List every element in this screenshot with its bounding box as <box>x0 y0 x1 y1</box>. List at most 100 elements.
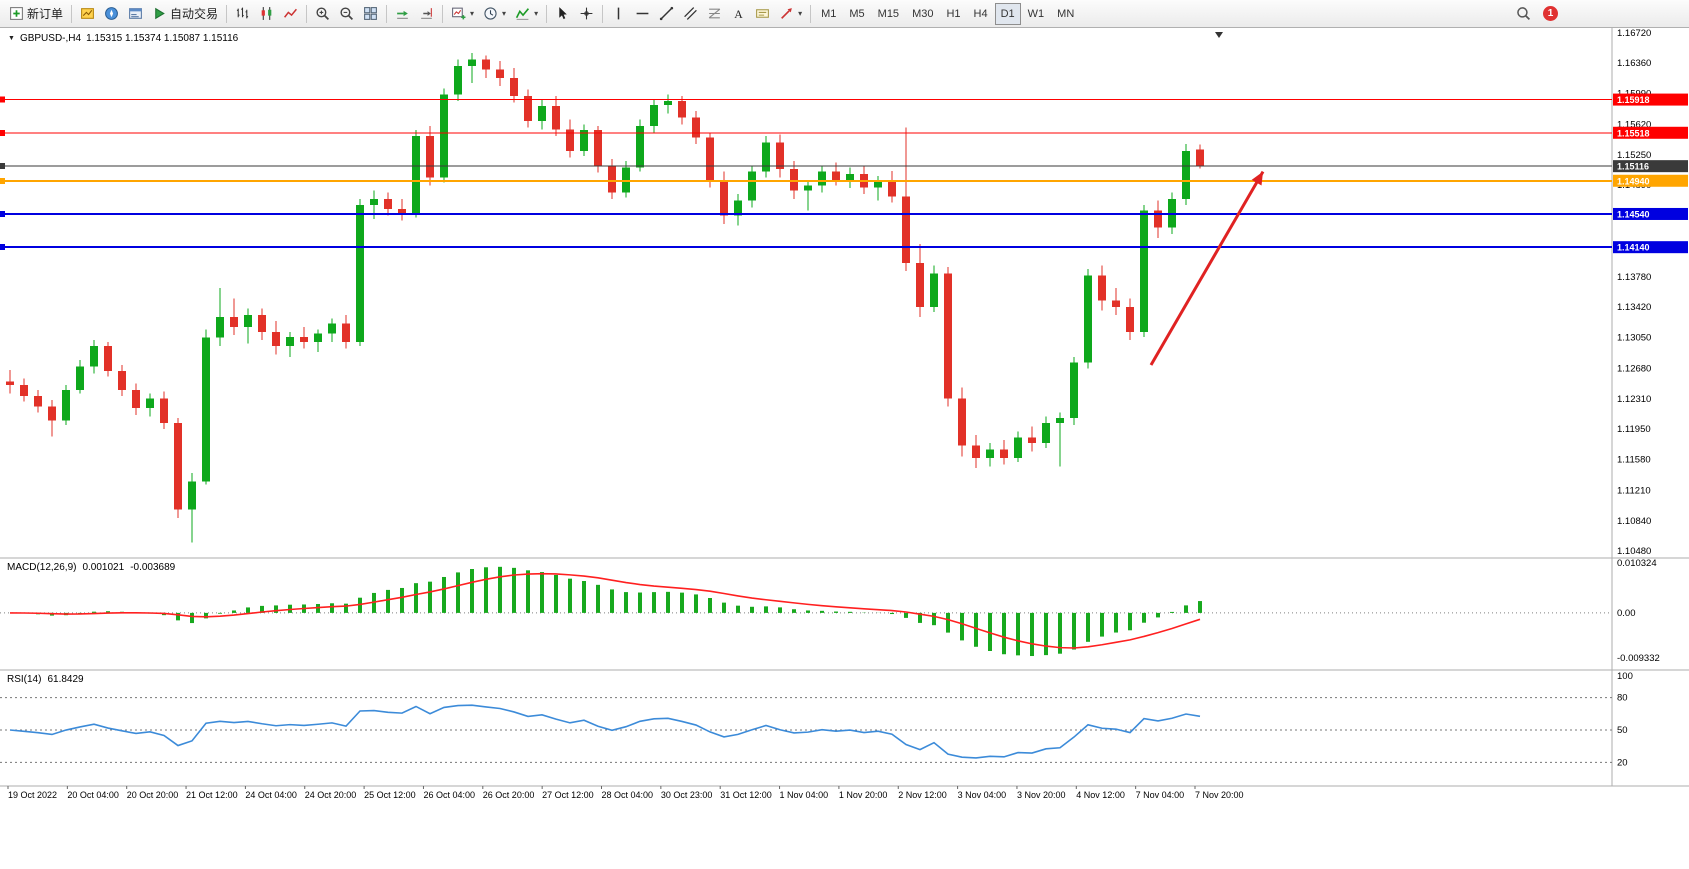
auto-scroll-button[interactable] <box>391 3 414 25</box>
horizontal-line-tool-button[interactable] <box>631 3 654 25</box>
tf-w1-label: W1 <box>1027 7 1045 20</box>
chart-canvas[interactable]: 1.167201.163601.159901.156201.152501.148… <box>0 28 1689 869</box>
line-chart-button[interactable] <box>279 3 302 25</box>
toolbar-group: 自动交易 <box>76 3 222 25</box>
indicators-list-button[interactable]: ▾ <box>511 3 542 25</box>
arrow-objects-icon <box>779 6 794 21</box>
svg-text:1 Nov 20:00: 1 Nov 20:00 <box>839 790 888 800</box>
panel-separators <box>0 28 1689 787</box>
terminal-button[interactable] <box>124 3 147 25</box>
notification-badge[interactable]: 1 <box>1543 6 1558 21</box>
svg-text:24 Oct 04:00: 24 Oct 04:00 <box>245 790 297 800</box>
equidistant-channel-tool-button[interactable] <box>679 3 702 25</box>
tf-h4-button[interactable]: H4 <box>968 3 994 25</box>
chevron-down-icon: ▾ <box>798 8 803 18</box>
time-axis: 19 Oct 2022 20 Oct 04:00 20 Oct 20:00 21 Oc… <box>7 786 1244 800</box>
svg-text:7 Nov 04:00: 7 Nov 04:00 <box>1136 790 1185 800</box>
svg-text:50: 50 <box>1617 725 1628 736</box>
toolbar-group <box>551 3 598 25</box>
trend-arrow-object[interactable] <box>1149 170 1265 366</box>
toolbar-separator <box>71 4 73 23</box>
svg-text:1.11580: 1.11580 <box>1617 455 1651 466</box>
search-button[interactable] <box>1513 4 1533 24</box>
svg-text:1.11210: 1.11210 <box>1617 485 1651 496</box>
search-icon <box>1516 6 1531 21</box>
svg-text:1.15518: 1.15518 <box>1617 128 1650 138</box>
periods-button[interactable]: ▾ <box>479 3 510 25</box>
toolbar-separator <box>442 4 444 23</box>
horizontal-line-icon <box>635 6 650 21</box>
new-chart-button[interactable]: ▾ <box>447 3 478 25</box>
svg-text:26 Oct 20:00: 26 Oct 20:00 <box>483 790 535 800</box>
svg-text:1.14540: 1.14540 <box>1617 209 1650 219</box>
toolbar: 新订单 自动交易 ▾ ▾ ▾ A ▾ M1 M5 M15 M30 H1 H4 D1 W1 MN 1 <box>0 0 1689 28</box>
svg-text:30 Oct 23:00: 30 Oct 23:00 <box>661 790 713 800</box>
svg-text:1.15918: 1.15918 <box>1617 95 1650 105</box>
bar-chart-button[interactable] <box>231 3 254 25</box>
tf-w1-button[interactable]: W1 <box>1022 3 1051 25</box>
algo-trading-button[interactable]: 自动交易 <box>148 3 222 25</box>
chart-window[interactable]: 1.167201.163601.159901.156201.152501.148… <box>0 28 1689 869</box>
chart-shift-button[interactable] <box>415 3 438 25</box>
svg-text:1.13420: 1.13420 <box>1617 302 1651 313</box>
tf-h1-label: H1 <box>946 7 961 20</box>
line-chart-icon <box>283 6 298 21</box>
price-axis: 1.167201.163601.159901.156201.152501.148… <box>1617 28 1660 768</box>
tf-m1-button[interactable]: M1 <box>815 3 842 25</box>
toolbar-group <box>391 3 438 25</box>
bar-chart-icon <box>235 6 250 21</box>
arrows-tool-button[interactable]: ▾ <box>775 3 806 25</box>
svg-text:-0.009332: -0.009332 <box>1617 653 1660 664</box>
svg-text:80: 80 <box>1617 693 1628 704</box>
tf-m15-button[interactable]: M15 <box>872 3 905 25</box>
price-line-objects[interactable] <box>0 96 1612 251</box>
trendline-tool-button[interactable] <box>655 3 678 25</box>
svg-text:1.15116: 1.15116 <box>1617 162 1649 172</box>
terminal-icon <box>128 6 143 21</box>
new-order-button[interactable]: 新订单 <box>5 3 67 25</box>
zoom-out-button[interactable] <box>335 3 358 25</box>
chart-shift-marker-icon[interactable] <box>1215 32 1223 38</box>
tf-d1-label: D1 <box>1000 7 1015 20</box>
text-label-tool-button[interactable] <box>751 3 774 25</box>
tf-m5-button[interactable]: M5 <box>843 3 870 25</box>
svg-text:21 Oct 12:00: 21 Oct 12:00 <box>186 790 238 800</box>
candlestick-chart-button[interactable] <box>255 3 278 25</box>
zoom-in-icon <box>315 6 330 21</box>
svg-text:1 Nov 04:00: 1 Nov 04:00 <box>780 790 829 800</box>
fibonacci-tool-button[interactable] <box>703 3 726 25</box>
toolbar-buttons: 新订单 自动交易 ▾ ▾ ▾ A ▾ M1 M5 M15 M30 H1 H4 D1 W1 MN <box>5 2 1080 25</box>
tf-m5-label: M5 <box>849 7 865 20</box>
svg-text:1.16360: 1.16360 <box>1617 58 1651 69</box>
zoom-out-icon <box>339 6 354 21</box>
new-order-label: 新订单 <box>27 7 64 21</box>
crosshair-button[interactable] <box>575 3 598 25</box>
tf-h1-button[interactable]: H1 <box>940 3 966 25</box>
macd-value: 0.001021 <box>82 562 125 573</box>
market-watch-button[interactable] <box>76 3 99 25</box>
tf-mn-button[interactable]: MN <box>1051 3 1080 25</box>
toolbar-group <box>311 3 382 25</box>
navigator-button[interactable] <box>100 3 123 25</box>
text-tool-button[interactable]: A <box>727 3 750 25</box>
fibonacci-icon <box>707 6 722 21</box>
tf-d1-button[interactable]: D1 <box>994 2 1021 25</box>
macd-indicator-label: MACD(12,26,9) 0.001021 -0.003689 <box>7 562 175 573</box>
tf-m30-button[interactable]: M30 <box>906 3 939 25</box>
new-order-icon <box>9 6 24 21</box>
svg-text:20: 20 <box>1617 757 1628 768</box>
svg-text:1.13780: 1.13780 <box>1617 272 1651 283</box>
rsi-indicator-label: RSI(14) 61.8429 <box>7 674 84 685</box>
chevron-down-icon: ▾ <box>470 8 475 18</box>
svg-text:1.12680: 1.12680 <box>1617 363 1651 374</box>
vertical-line-tool-button[interactable] <box>607 3 630 25</box>
trendline-icon <box>659 6 674 21</box>
svg-text:1.11950: 1.11950 <box>1617 424 1651 435</box>
zoom-in-button[interactable] <box>311 3 334 25</box>
tf-h4-label: H4 <box>973 7 988 20</box>
cursor-button[interactable] <box>551 3 574 25</box>
toolbar-separator <box>226 4 228 23</box>
svg-text:20 Oct 04:00: 20 Oct 04:00 <box>67 790 119 800</box>
tile-windows-button[interactable] <box>359 3 382 25</box>
svg-text:1.10840: 1.10840 <box>1617 516 1651 527</box>
